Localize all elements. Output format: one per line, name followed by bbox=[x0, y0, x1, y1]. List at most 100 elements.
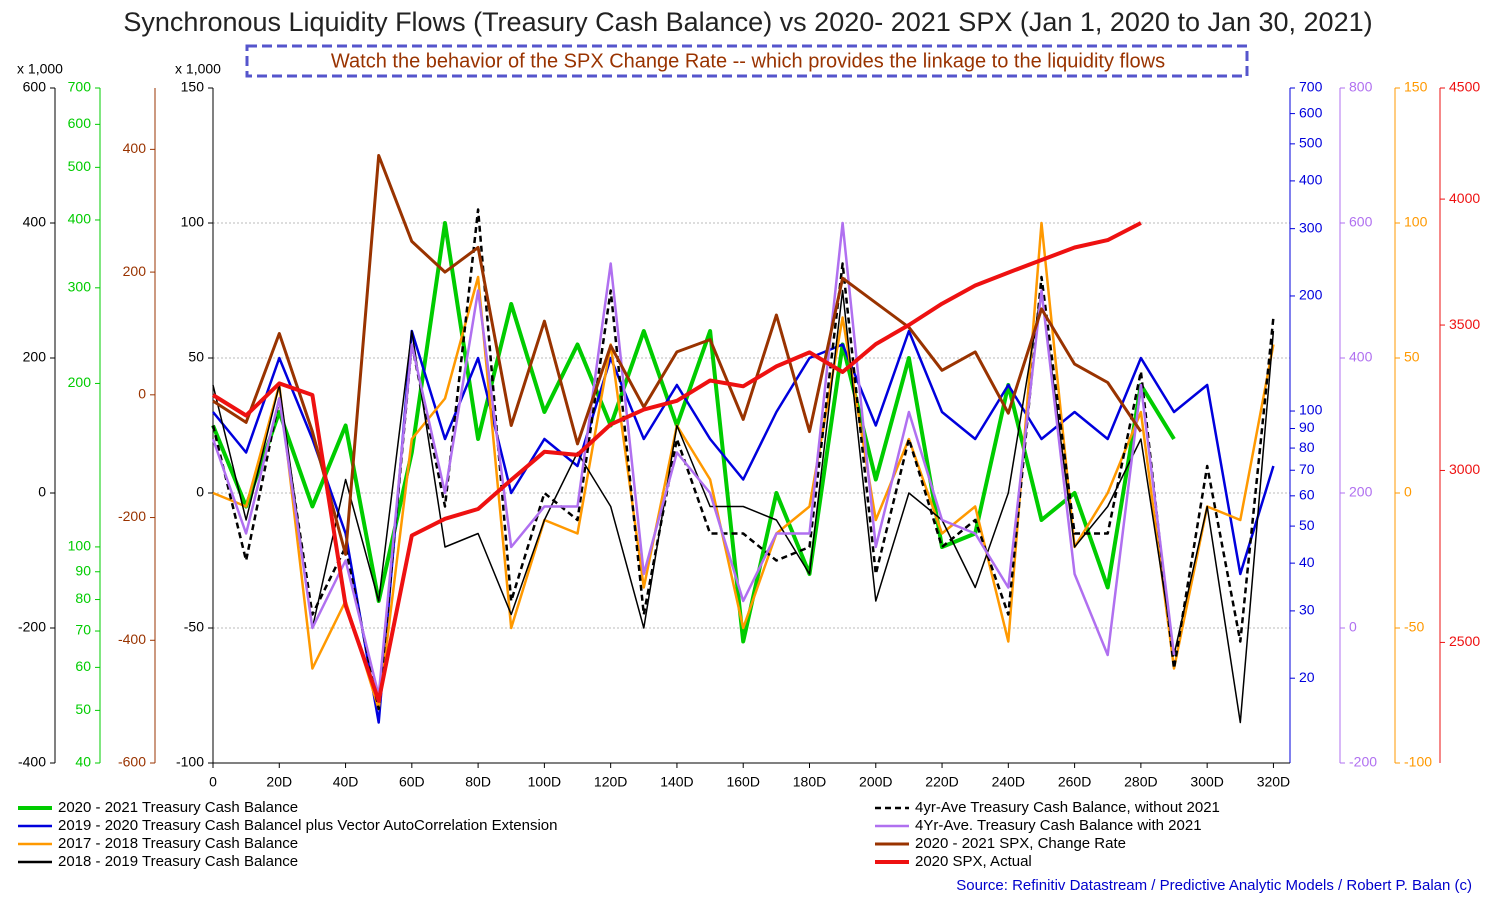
source: Source: Refinitiv Datastream / Predictiv… bbox=[956, 877, 1472, 894]
y-tick-label: 70 bbox=[1299, 461, 1315, 477]
legend-label: 2020 - 2021 SPX, Change Rate bbox=[915, 835, 1126, 852]
y-tick-label: 30 bbox=[1299, 602, 1315, 618]
y-tick-label: 2500 bbox=[1449, 633, 1480, 649]
y-tick-label: 300 bbox=[1299, 219, 1323, 235]
y-tick-label: 90 bbox=[75, 562, 91, 578]
y-tick-label: -50 bbox=[184, 619, 204, 635]
y-tick-label: 100 bbox=[68, 538, 92, 554]
x-tick-label: 180D bbox=[793, 774, 826, 790]
y-tick-label: 700 bbox=[68, 79, 92, 95]
y-tick-label: 80 bbox=[75, 590, 91, 606]
y-tick-label: -200 bbox=[18, 619, 46, 635]
subtitle-box bbox=[245, 44, 1249, 78]
y-tick-label: 0 bbox=[38, 484, 46, 500]
series-line bbox=[212, 154, 1143, 556]
series-line bbox=[211, 221, 1176, 697]
legend-label: 4Yr-Ave. Treasury Cash Balance with 2021 bbox=[915, 817, 1202, 834]
y-tick-label: 60 bbox=[75, 658, 91, 674]
series-line bbox=[212, 289, 1275, 724]
y-tick-label: 3500 bbox=[1449, 316, 1480, 332]
x-tick-label: 80D bbox=[465, 774, 491, 790]
x-tick-label: 100D bbox=[528, 774, 561, 790]
y-tick-label: 3000 bbox=[1449, 461, 1480, 477]
y-tick-label: 50 bbox=[1404, 349, 1420, 365]
y-tick-label: -600 bbox=[118, 754, 146, 770]
legend-label: 4yr-Ave Treasury Cash Balance, without 2… bbox=[915, 799, 1220, 816]
y-tick-label: 600 bbox=[1299, 104, 1323, 120]
y-tick-label: -400 bbox=[118, 631, 146, 647]
y-tick-label: -200 bbox=[1349, 754, 1377, 770]
y-tick-label: 60 bbox=[1299, 487, 1315, 503]
x-tick-label: 120D bbox=[594, 774, 627, 790]
y-tick-label: -100 bbox=[176, 754, 204, 770]
y-tick-label: 150 bbox=[1404, 79, 1428, 95]
x-tick-label: 260D bbox=[1058, 774, 1091, 790]
y-tick-label: 600 bbox=[1349, 214, 1373, 230]
y-tick-label: 200 bbox=[1299, 287, 1323, 303]
y-tick-label: 90 bbox=[1299, 419, 1315, 435]
y-tick-label: 100 bbox=[1404, 214, 1428, 230]
subtitle: Watch the behavior of the SPX Change Rat… bbox=[331, 50, 1165, 72]
y-tick-label: 4000 bbox=[1449, 190, 1480, 206]
y-tick-label: 400 bbox=[23, 214, 47, 230]
y-tick-label: 70 bbox=[75, 622, 91, 638]
x-tick-label: 320D bbox=[1257, 774, 1290, 790]
legend-label: 2019 - 2020 Treasury Cash Balancel plus … bbox=[58, 817, 557, 834]
x-tick-label: 300D bbox=[1190, 774, 1223, 790]
y-tick-label: 200 bbox=[68, 374, 92, 390]
y-tick-label: 400 bbox=[1299, 172, 1323, 188]
y-tick-label: 150 bbox=[181, 79, 205, 95]
x-tick-label: 240D bbox=[992, 774, 1025, 790]
x-tick-label: 40D bbox=[333, 774, 359, 790]
axis-unit: x 1,000 bbox=[175, 61, 221, 77]
y-tick-label: 80 bbox=[1299, 439, 1315, 455]
axis-unit: x 1,000 bbox=[17, 61, 63, 77]
y-tick-label: 500 bbox=[1299, 135, 1323, 151]
y-tick-label: -400 bbox=[18, 754, 46, 770]
y-tick-label: 300 bbox=[68, 279, 92, 295]
y-tick-label: 200 bbox=[1349, 484, 1373, 500]
x-tick-label: 220D bbox=[925, 774, 958, 790]
x-tick-label: 20D bbox=[266, 774, 292, 790]
y-tick-label: 200 bbox=[23, 349, 47, 365]
series-line bbox=[212, 221, 1275, 711]
x-tick-label: 60D bbox=[399, 774, 425, 790]
x-tick-label: 140D bbox=[660, 774, 693, 790]
y-tick-label: 400 bbox=[68, 211, 92, 227]
legend-label: 2017 - 2018 Treasury Cash Balance bbox=[58, 835, 298, 852]
y-tick-label: -200 bbox=[118, 508, 146, 524]
legend-label: 2020 - 2021 Treasury Cash Balance bbox=[58, 799, 298, 816]
y-tick-label: 100 bbox=[1299, 402, 1323, 418]
x-tick-label: 0 bbox=[209, 774, 217, 790]
y-tick-label: 50 bbox=[188, 349, 204, 365]
y-tick-label: 0 bbox=[1349, 619, 1357, 635]
y-tick-label: 0 bbox=[196, 484, 204, 500]
y-tick-label: -50 bbox=[1404, 619, 1424, 635]
x-tick-label: 280D bbox=[1124, 774, 1157, 790]
y-tick-label: 200 bbox=[123, 263, 147, 279]
y-tick-label: 0 bbox=[138, 386, 146, 402]
y-tick-label: 50 bbox=[75, 701, 91, 717]
y-tick-label: 20 bbox=[1299, 669, 1315, 685]
x-tick-label: 200D bbox=[859, 774, 892, 790]
y-tick-label: 0 bbox=[1404, 484, 1412, 500]
series-line bbox=[211, 221, 1142, 703]
x-tick-label: 160D bbox=[726, 774, 759, 790]
legend-label: 2020 SPX, Actual bbox=[915, 853, 1032, 870]
y-tick-label: 500 bbox=[68, 158, 92, 174]
y-tick-label: 600 bbox=[23, 79, 47, 95]
y-tick-label: 100 bbox=[181, 214, 205, 230]
chart-title: Synchronous Liquidity Flows (Treasury Ca… bbox=[123, 7, 1372, 37]
y-tick-label: 4500 bbox=[1449, 79, 1480, 95]
y-tick-label: 40 bbox=[75, 754, 91, 770]
series-line bbox=[211, 221, 1176, 644]
y-tick-label: 400 bbox=[123, 140, 147, 156]
legend-label: 2018 - 2019 Treasury Cash Balance bbox=[58, 853, 298, 870]
y-tick-label: -100 bbox=[1404, 754, 1432, 770]
y-tick-label: 700 bbox=[1299, 79, 1323, 95]
y-tick-label: 40 bbox=[1299, 554, 1315, 570]
y-tick-label: 800 bbox=[1349, 79, 1373, 95]
y-tick-label: 50 bbox=[1299, 517, 1315, 533]
y-tick-label: 600 bbox=[68, 115, 92, 131]
